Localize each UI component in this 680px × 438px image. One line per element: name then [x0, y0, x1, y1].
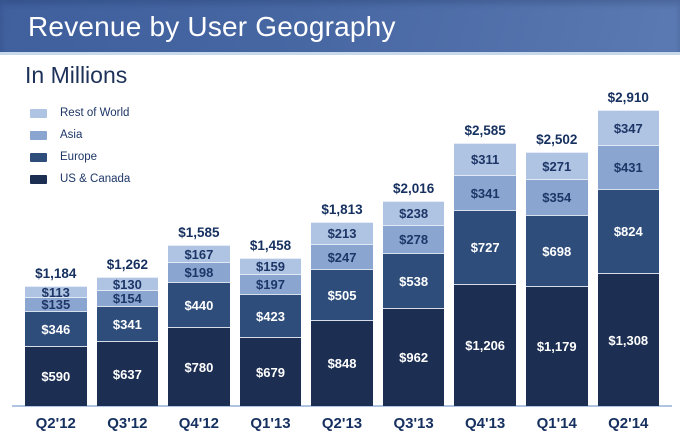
- bar-segment-europe: $505: [311, 269, 373, 320]
- bar-segment-us-canada: $590: [25, 346, 87, 406]
- x-axis-label: Q2'13: [321, 415, 363, 432]
- bar-q412: $1,585 $167 $198 $440 $780 Q4'12: [168, 225, 230, 432]
- bar-total-label: $1,813: [321, 202, 363, 217]
- bar-segment-asia: $354: [525, 179, 588, 215]
- x-axis-label: Q1'13: [250, 415, 291, 432]
- bar-total-label: $2,585: [464, 123, 506, 138]
- bar-segment-europe: $698: [525, 215, 588, 286]
- chart-area: $1,184 $113 $135 $346 $590 Q2'12 $1,262 $130 $15…: [12, 71, 672, 432]
- bar-q212: $1,184 $113 $135 $346 $590 Q2'12: [25, 266, 87, 432]
- bar-segment-rest-of-world: $130: [96, 277, 159, 291]
- bar-segment-asia: $278: [382, 225, 445, 253]
- bar-segment-asia: $198: [168, 262, 230, 282]
- legend-label: Asia: [60, 129, 83, 141]
- bar-segment-rest-of-world: $238: [382, 201, 445, 225]
- bar-segment-europe: $346: [25, 311, 87, 346]
- bar-segment-europe: $423: [239, 294, 302, 337]
- x-axis-label: Q2'12: [35, 415, 76, 432]
- bar-segment-rest-of-world: $159: [239, 258, 302, 274]
- legend-swatch-icon: [30, 130, 47, 140]
- page-title: Revenue by User Geography: [28, 11, 396, 42]
- bar-segment-europe: $824: [597, 189, 660, 273]
- bar-total-label: $1,585: [178, 225, 220, 240]
- x-axis-label: Q3'13: [393, 415, 434, 432]
- legend-item: Europe: [30, 146, 130, 168]
- bar-total-label: $1,458: [249, 238, 292, 253]
- x-axis-line: [12, 405, 672, 407]
- bar-segment-us-canada: $780: [168, 327, 230, 406]
- bar-segment-rest-of-world: $311: [454, 143, 516, 175]
- header-bar: Revenue by User Geography: [0, 0, 680, 52]
- bar-segment-us-canada: $679: [239, 337, 302, 406]
- bar-total-label: $1,262: [106, 257, 148, 272]
- bar-segment-europe: $727: [454, 210, 516, 284]
- legend-swatch-icon: [30, 152, 47, 162]
- bar-total-label: $1,184: [35, 266, 77, 281]
- bar-segment-us-canada: $848: [311, 320, 373, 406]
- bar-segment-europe: $538: [382, 253, 445, 308]
- bar-q213: $1,813 $213 $247 $505 $848 Q2'13: [311, 202, 373, 432]
- bar-segment-rest-of-world: $167: [168, 245, 230, 262]
- bar-segment-rest-of-world: $271: [525, 152, 588, 179]
- legend-item: Rest of World: [30, 102, 130, 124]
- bar-segment-europe: $341: [96, 306, 159, 341]
- header-divider: [0, 52, 680, 55]
- legend-swatch-icon: [30, 174, 47, 184]
- bar-segment-europe: $440: [168, 282, 230, 327]
- bar-segment-asia: $197: [239, 274, 302, 294]
- bar-segment-asia: $247: [311, 244, 373, 269]
- bar-q113: $1,458 $159 $197 $423 $679 Q1'13: [239, 238, 302, 432]
- legend-label: Europe: [60, 151, 98, 163]
- x-axis-label: Q3'12: [107, 415, 148, 432]
- bar-segment-rest-of-world: $347: [597, 110, 660, 145]
- chart-subtitle: In Millions: [25, 62, 128, 88]
- bar-segment-asia: $135: [25, 297, 87, 311]
- x-axis-label: Q2'14: [608, 415, 649, 432]
- bars-row: $1,184 $113 $135 $346 $590 Q2'12 $1,262 $130 $15…: [20, 71, 664, 432]
- legend-item: US & Canada: [30, 168, 130, 190]
- bar-segment-rest-of-world: $213: [311, 222, 373, 244]
- legend-swatch-icon: [30, 108, 47, 118]
- bar-segment-us-canada: $1,179: [525, 286, 588, 406]
- legend-item: Asia: [30, 124, 130, 146]
- x-axis-label: Q4'13: [465, 415, 506, 432]
- bar-segment-us-canada: $1,206: [454, 284, 516, 406]
- bar-total-label: $2,502: [536, 132, 578, 147]
- bar-segment-rest-of-world: $113: [25, 286, 87, 299]
- bar-q214: $2,910 $347 $431 $824 $1,308 Q2'14: [597, 90, 660, 432]
- bar-segment-asia: $341: [454, 175, 516, 210]
- bar-segment-asia: $431: [597, 145, 660, 189]
- bar-segment-us-canada: $637: [96, 341, 159, 406]
- chart-legend: Rest of World Asia Europe US & Canada: [30, 102, 130, 190]
- bar-q312: $1,262 $130 $154 $341 $637 Q3'12: [96, 257, 159, 432]
- bar-segment-us-canada: $962: [382, 308, 445, 406]
- bar-q114: $2,502 $271 $354 $698 $1,179 Q1'14: [525, 132, 588, 432]
- bar-segment-asia: $154: [96, 290, 159, 306]
- bar-q313: $2,016 $238 $278 $538 $962 Q3'13: [382, 181, 445, 432]
- legend-label: Rest of World: [60, 107, 130, 119]
- x-axis-label: Q1'14: [536, 415, 577, 432]
- x-axis-label: Q4'12: [178, 415, 220, 432]
- bar-q413: $2,585 $311 $341 $727 $1,206 Q4'13: [454, 123, 516, 432]
- bar-total-label: $2,910: [607, 90, 649, 105]
- legend-label: US & Canada: [60, 173, 131, 185]
- bar-segment-us-canada: $1,308: [597, 273, 660, 406]
- bar-total-label: $2,016: [392, 181, 435, 196]
